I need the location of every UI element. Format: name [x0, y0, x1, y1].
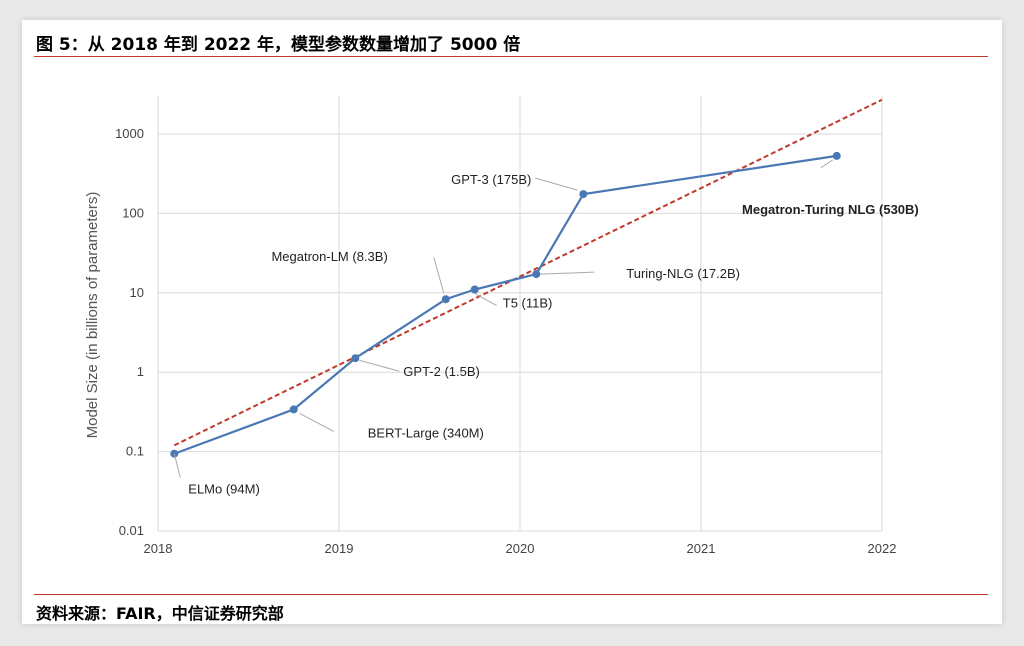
y-tick-label: 0.01: [119, 523, 144, 538]
annotation-leader: [474, 293, 497, 306]
annotation-label: GPT-2 (1.5B): [403, 364, 480, 379]
data-point: [441, 295, 450, 304]
y-tick-label: 1: [137, 364, 144, 379]
y-axis-label: Model Size (in billions of parameters): [84, 192, 101, 439]
y-tick-label: 10: [130, 285, 144, 300]
annotation-label: BERT-Large (340M): [368, 425, 484, 440]
annotation-leader: [433, 257, 445, 294]
data-point: [351, 354, 360, 363]
annotation-label: ELMo (94M): [188, 482, 260, 497]
grid: [157, 96, 883, 532]
x-tick-label: 2019: [325, 541, 354, 556]
annotation-leader: [173, 453, 181, 478]
annotation-label: GPT-3 (175B): [451, 172, 531, 187]
annotation-leader: [299, 412, 334, 432]
data-point: [832, 151, 841, 160]
data-point: [470, 285, 479, 294]
annotation-leader: [540, 271, 595, 275]
x-tick-label: 2022: [868, 541, 897, 556]
series-polyline: [173, 154, 837, 455]
annotation-leader: [359, 359, 400, 372]
x-tick-label: 2018: [144, 541, 173, 556]
annotation-label: Turing-NLG (17.2B): [626, 266, 740, 281]
series-line: [170, 151, 841, 458]
figure-title: 图 5：从 2018 年到 2022 年，模型参数数量增加了 5000 倍: [36, 35, 521, 55]
annotation-leader: [820, 159, 834, 169]
y-tick-label: 0.1: [126, 444, 144, 459]
y-tick-label: 100: [122, 205, 144, 220]
annotation-label: Megatron-Turing NLG (530B): [742, 202, 919, 217]
y-tick-label: 1000: [115, 126, 144, 141]
data-point: [289, 405, 298, 414]
annotations: ELMo (94M) BERT-Large (340M) GPT-2 (1.5B) M…: [173, 159, 919, 497]
x-tick-label: 2021: [687, 541, 716, 556]
trendline-dashed: [173, 98, 883, 447]
source-note: 资料来源：FAIR，中信证券研究部: [36, 604, 284, 623]
annotation-label: T5 (11B): [503, 296, 553, 311]
annotation-label: Megatron-LM (8.3B): [271, 249, 387, 264]
title-rule: [34, 56, 988, 57]
annotation-leader: [535, 177, 578, 191]
axis-ticks: 0.01 0.1 1 10 100 1000 2018 2019 2020 2021 2022: [115, 126, 896, 556]
data-point: [579, 190, 588, 199]
source-rule: [34, 594, 988, 595]
x-tick-label: 2020: [506, 541, 535, 556]
trendline: [173, 98, 883, 447]
data-point: [532, 270, 541, 279]
